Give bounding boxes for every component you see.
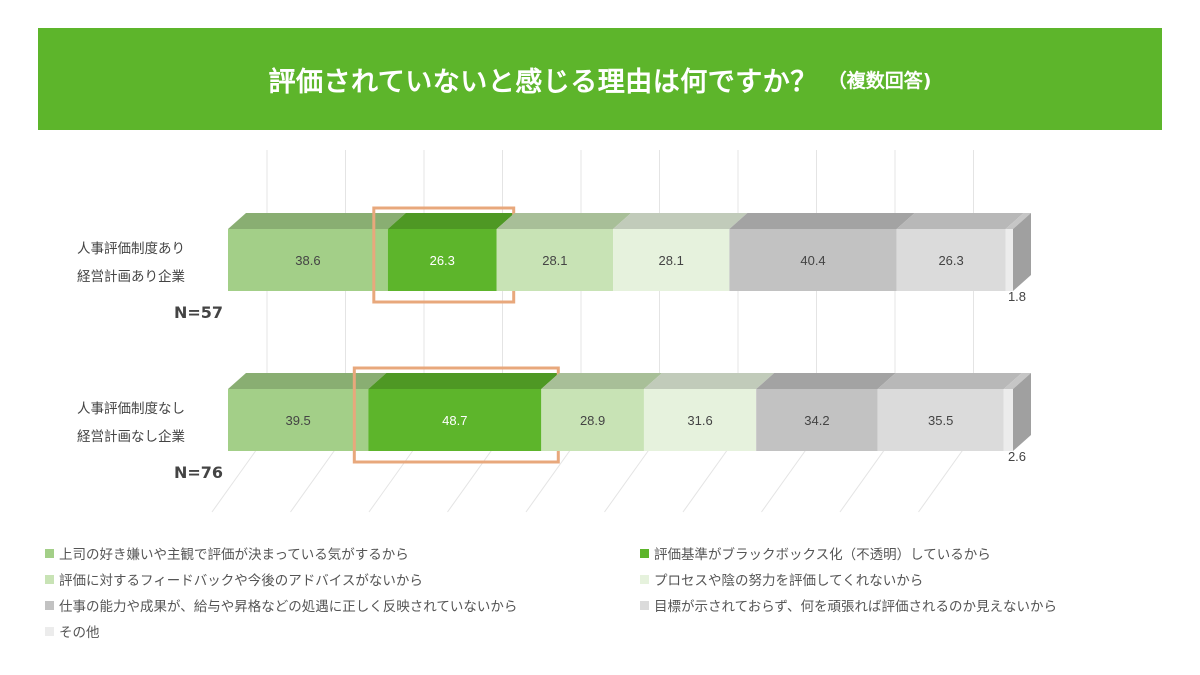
bar-segment [729,229,897,291]
legend-item: その他 [45,621,640,641]
data-label: 39.5 [285,413,310,428]
bar-side-face [1013,373,1031,451]
legend-swatch [45,626,54,636]
legend-label: プロセスや陰の努力を評価してくれないから [654,573,924,589]
bar-segment [541,389,644,451]
bar-segment [643,389,757,451]
bar-segment [896,229,1006,291]
bar-segment-top [496,213,632,229]
legend-item: プロセスや陰の努力を評価してくれないから [640,569,1160,589]
bar-segment [368,389,542,451]
data-label: 28.9 [580,413,605,428]
bar-segment-top [1005,213,1031,229]
bar-segment [387,229,497,291]
legend-swatch [640,600,649,610]
bar-segment-top [756,373,896,389]
bar-segment-top [729,213,915,229]
bar-segment [877,389,1004,451]
data-label: 1.8 [1008,289,1026,304]
data-label: 28.1 [659,253,684,268]
bar-segment-top [643,373,775,389]
bar-group-1: 38.6 26.3 28.1 28.1 40.4 26.3 1.8 人事評価制度あり経営計画あ… [77,206,1031,322]
gridlines [211,150,974,513]
legend-item: 仕事の能力や成果が、給与や昇格などの処遇に正しく反映されていないから [45,595,640,615]
data-label: 35.5 [928,413,953,428]
chart-subtitle: （複数回答) [827,69,932,92]
stacked-bar-chart: 38.6 26.3 28.1 28.1 40.4 26.3 1.8 人事評価制度あり経営計画あ… [77,150,1031,513]
legend-item: 目標が示されておらず、何を頑張れば評価されるのか見えないから [640,595,1160,615]
chart-legend: 上司の好き嫌いや主観で評価が決まっている気がするから 評価基準がブラックボックス化… [45,543,1165,641]
data-label: 31.6 [687,413,712,428]
bar-segment-top [387,213,515,229]
title-banner: 評価されていないと感じる理由は何ですか？ （複数回答) [38,28,1162,130]
bar-segment [1003,389,1013,451]
legend-swatch [640,548,649,558]
data-label: 40.4 [800,253,825,268]
category-label-line1: 人事評価制度あり [77,241,185,257]
bar-group-2: 39.5 48.7 28.9 31.6 34.2 35.5 2.6 人事評価制度なし経営計画な… [77,366,1031,482]
bar-segment-top [896,213,1024,229]
legend-item: 評価基準がブラックボックス化（不透明）しているから [640,543,1160,563]
bar-segment [496,229,614,291]
bar-segment [756,389,878,451]
legend-item: 上司の好き嫌いや主観で評価が決まっている気がするから [45,543,640,563]
bar-segment-top [228,373,387,389]
data-label: 48.7 [442,413,467,428]
legend-label: 仕事の能力や成果が、給与や昇格などの処遇に正しく反映されていないから [59,599,518,615]
legend-swatch [640,574,649,584]
bar-segment [228,229,388,291]
bar-segment [228,389,369,451]
data-label: 2.6 [1008,449,1026,464]
bar-segment [1005,229,1013,291]
legend-swatch [45,600,54,610]
legend-label: 目標が示されておらず、何を頑張れば評価されるのか見えないから [654,599,1057,615]
legend-label: その他 [59,625,100,641]
bar-segment-top [1003,373,1031,389]
bar-segment-top [228,213,406,229]
data-label: 26.3 [430,253,455,268]
category-label-line1: 人事評価制度なし [77,401,185,417]
legend-swatch [45,574,54,584]
data-label: 28.1 [542,253,567,268]
bar-segment [613,229,730,291]
legend-label: 評価基準がブラックボックス化（不透明）しているから [654,547,991,563]
chart-title: 評価されていないと感じる理由は何ですか？ [268,66,818,98]
bar-side-face [1013,213,1031,291]
data-label: 38.6 [295,253,320,268]
legend-swatch [45,548,54,558]
legend-item: 評価に対するフィードバックや今後のアドバイスがないから [45,569,640,589]
sample-size-label: N=57 [174,303,223,322]
bar-segment-top [368,373,560,389]
category-label-line2: 経営計画あり企業 [77,268,185,285]
data-label: 34.2 [804,413,829,428]
bar-segment-top [541,373,662,389]
legend-label: 上司の好き嫌いや主観で評価が決まっている気がするから [59,547,409,563]
category-label-line2: 経営計画なし企業 [77,428,185,445]
legend-label: 評価に対するフィードバックや今後のアドバイスがないから [59,573,423,589]
bar-segment-top [613,213,748,229]
bar-segment-top [877,373,1022,389]
data-label: 26.3 [938,253,963,268]
sample-size-label: N=76 [174,463,223,482]
